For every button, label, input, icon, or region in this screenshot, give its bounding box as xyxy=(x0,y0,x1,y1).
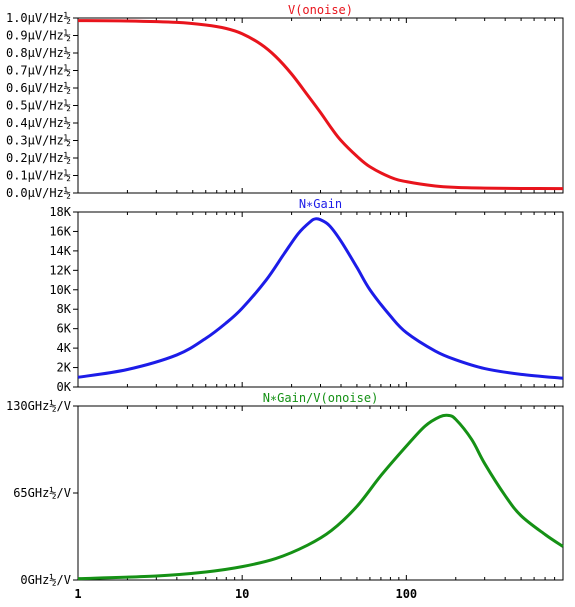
y-tick-label: 65GHz½/V xyxy=(13,486,71,500)
y-tick-label: 0.9µV/Hz½ xyxy=(6,29,71,43)
y-tick-label: 6K xyxy=(57,322,72,336)
y-tick-label: 0GHz½/V xyxy=(20,573,71,587)
y-tick-label: 18K xyxy=(49,205,71,219)
y-tick-label: 0.5µV/Hz½ xyxy=(6,99,71,113)
y-tick-label: 0.8µV/Hz½ xyxy=(6,46,71,60)
x-tick-label: 1 xyxy=(74,587,81,601)
y-tick-label: 16K xyxy=(49,224,71,238)
pane-title: N∗Gain/V(onoise) xyxy=(263,391,379,405)
pane-frame xyxy=(77,17,564,194)
pane-ratio: N∗Gain/V(onoise) 0GHz½/V 65GHz½/V 130GHz½/V xyxy=(6,391,564,587)
y-tick-label: 1.0µV/Hz½ xyxy=(6,11,71,25)
series-line-ratio xyxy=(77,413,564,581)
x-tick-label: 100 xyxy=(395,587,417,601)
y-tick-label: 0.0µV/Hz½ xyxy=(6,186,71,200)
pane-title: V(onoise) xyxy=(288,3,353,17)
y-tick-label: 0.4µV/Hz½ xyxy=(6,116,71,130)
y-tick-label: 4K xyxy=(57,341,72,355)
y-tick-label: 2K xyxy=(57,361,72,375)
pane-onoise: V(onoise) 0.0µV/Hz½ 0.1µV/Hz½ 0.2µV/Hz½ 0.3µ… xyxy=(6,3,564,200)
pane-frame xyxy=(77,211,564,388)
y-tick-label: 10K xyxy=(49,283,71,297)
pane-frame xyxy=(77,405,564,581)
y-tick-label: 0.3µV/Hz½ xyxy=(6,134,71,148)
series-line-ngain xyxy=(77,217,564,380)
y-tick-label: 0.6µV/Hz½ xyxy=(6,81,71,95)
y-tick-label: 130GHz½/V xyxy=(6,399,71,413)
y-tick-label: 0K xyxy=(57,380,72,394)
series-line-onoise xyxy=(77,19,564,191)
pane-ngain: N∗Gain 0K 2K 4K 6K 8K 10K 12K 14K 16K 18K xyxy=(49,197,564,394)
pane-title: N∗Gain xyxy=(299,197,342,211)
y-tick-label: 14K xyxy=(49,244,71,258)
y-tick-label: 8K xyxy=(57,302,72,316)
y-tick-label: 12K xyxy=(49,263,71,277)
y-tick-label: 0.1µV/Hz½ xyxy=(6,169,71,183)
y-tick-label: 0.7µV/Hz½ xyxy=(6,64,71,78)
x-tick-label: 10 xyxy=(235,587,249,601)
y-tick-label: 0.2µV/Hz½ xyxy=(6,151,71,165)
shared-x-axis: 1 10 100 xyxy=(74,587,417,601)
